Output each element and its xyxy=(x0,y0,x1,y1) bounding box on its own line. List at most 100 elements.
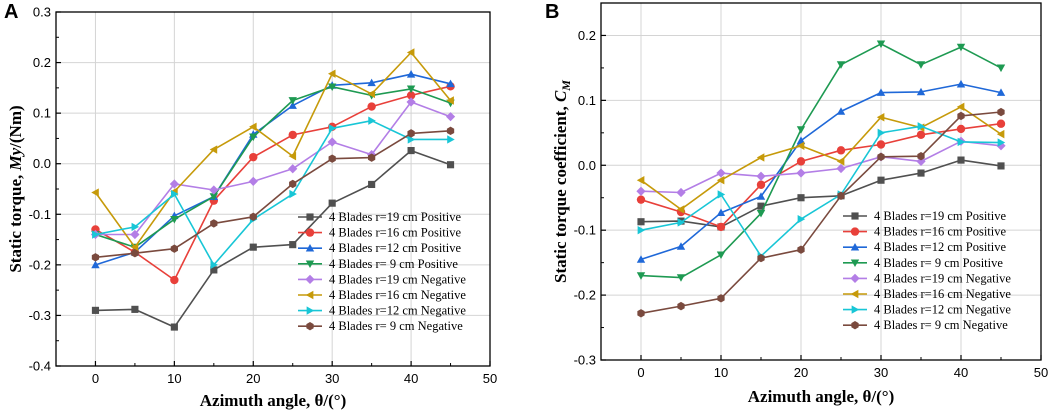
x-tick-label: 0 xyxy=(637,365,644,380)
data-point xyxy=(676,187,686,198)
data-point xyxy=(876,40,886,49)
data-point xyxy=(676,205,685,214)
data-point xyxy=(757,253,765,263)
y-axis-title: Static torque, My/(Nm) xyxy=(6,105,25,272)
data-point xyxy=(169,179,179,189)
data-point xyxy=(716,222,726,232)
data-point xyxy=(92,230,100,239)
x-tick-label: 40 xyxy=(404,371,418,386)
x-tick-label: 10 xyxy=(714,365,728,380)
series-6 xyxy=(636,102,1005,214)
data-point xyxy=(130,229,140,240)
legend-swatch-marker xyxy=(306,306,315,315)
data-point xyxy=(836,61,846,69)
y-axis-title: Static torque coefficient, CM xyxy=(551,80,573,283)
legend-swatch-marker xyxy=(305,274,315,285)
data-point xyxy=(210,266,218,274)
legend: 4 Blades r=19 cm Positive 4 Blades r=16 c… xyxy=(298,210,466,333)
data-point xyxy=(997,138,1006,147)
data-point xyxy=(796,136,806,144)
data-point xyxy=(91,188,99,197)
data-point xyxy=(636,186,646,196)
data-point xyxy=(288,164,298,174)
series-5 xyxy=(636,136,1006,198)
x-axis-title: Azimuth angle, θ/(°) xyxy=(748,387,894,406)
data-point xyxy=(676,242,686,250)
data-point xyxy=(796,126,806,134)
legend-entry: 4 Blades r=19 cm Positive xyxy=(329,210,461,224)
data-point xyxy=(406,91,416,100)
series-line xyxy=(640,140,1002,194)
legend-swatch-marker xyxy=(305,244,315,252)
series-line xyxy=(640,159,1002,228)
data-point xyxy=(170,323,178,331)
y-tick-label: 0.2 xyxy=(578,28,596,43)
y-axis-title-prefix: Static torque coefficient, xyxy=(551,102,570,283)
data-point xyxy=(407,129,415,138)
legend-entry: 4 Blades r=16 cm Positive xyxy=(329,226,461,240)
data-point xyxy=(248,176,258,187)
y-tick-label: 0.1 xyxy=(33,106,51,121)
y-axis-title-subscript: M xyxy=(559,80,573,92)
data-point xyxy=(289,179,297,189)
data-point xyxy=(876,140,886,149)
y-tick-label: -0.2 xyxy=(574,288,596,303)
data-point xyxy=(289,189,297,199)
y-tick-label: 0.3 xyxy=(33,5,51,20)
data-point xyxy=(289,241,297,249)
series-7 xyxy=(92,116,455,270)
data-point xyxy=(716,176,725,185)
data-point xyxy=(636,255,646,263)
legend-entry: 4 Blades r=19 cm Positive xyxy=(874,209,1006,223)
data-point xyxy=(406,48,415,57)
data-point xyxy=(131,249,139,258)
legend-entry: 4 Blades r=12 cm Negative xyxy=(329,304,466,318)
data-point xyxy=(328,124,337,133)
series-line xyxy=(94,51,452,248)
data-point xyxy=(917,151,925,161)
data-point xyxy=(636,272,646,280)
panel-letter: B xyxy=(545,1,559,23)
data-point xyxy=(716,208,726,217)
series-line xyxy=(95,101,451,236)
x-tick-label: 40 xyxy=(954,365,968,380)
data-point xyxy=(288,130,297,140)
data-point xyxy=(756,180,766,189)
legend-swatch-marker xyxy=(850,289,859,299)
series-line xyxy=(640,125,1002,257)
series-line xyxy=(95,130,451,259)
data-point xyxy=(796,141,805,150)
data-point xyxy=(328,199,336,207)
data-point xyxy=(170,275,179,285)
data-point xyxy=(996,64,1006,73)
data-point xyxy=(637,218,645,226)
data-point xyxy=(717,294,725,303)
legend-swatch-marker xyxy=(851,321,859,330)
legend-entry: 4 Blades r= 9 cm Negative xyxy=(329,319,463,333)
legend-entry: 4 Blades r= 9 cm Positive xyxy=(874,256,1003,270)
data-point xyxy=(836,163,846,174)
y-axis-title-variable: My xyxy=(6,147,25,171)
legend-swatch-marker xyxy=(850,273,860,284)
legend-entry: 4 Blades r=12 cm Negative xyxy=(874,303,1011,317)
data-point xyxy=(956,124,966,134)
x-tick-label: 10 xyxy=(167,371,181,386)
y-axis-title-variable: C xyxy=(551,90,570,102)
series-1 xyxy=(91,146,455,331)
data-point xyxy=(171,189,179,199)
data-point xyxy=(916,156,926,166)
data-point xyxy=(756,171,766,181)
data-point xyxy=(406,85,416,94)
data-point xyxy=(288,151,297,161)
data-point xyxy=(956,102,965,112)
y-tick-label: -0.4 xyxy=(29,359,51,374)
data-point xyxy=(997,162,1005,170)
y-tick-label: 0.2 xyxy=(33,55,51,70)
data-point xyxy=(717,190,726,199)
data-point xyxy=(446,126,455,136)
data-point xyxy=(367,78,376,87)
panel-letter: A xyxy=(4,1,18,23)
legend-swatch-marker xyxy=(850,259,860,267)
grid-lines xyxy=(56,12,490,366)
